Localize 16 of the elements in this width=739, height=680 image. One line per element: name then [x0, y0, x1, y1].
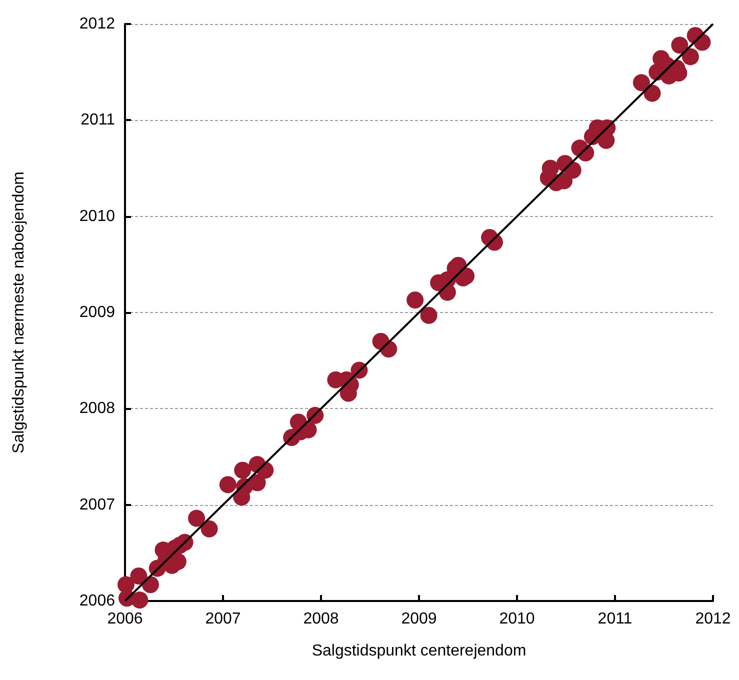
x-axis-title: Salgstidspunkt centerejendom [312, 642, 526, 660]
x-tick-label: 2012 [695, 610, 731, 628]
y-axis-title: Salgstidspunkt nærmeste naboejendom [10, 172, 28, 454]
x-tick-label: 2009 [401, 610, 437, 628]
x-tick-label: 2007 [205, 610, 241, 628]
y-tick-label: 2009 [79, 304, 116, 321]
y-tick-label: 2008 [79, 400, 116, 418]
y-tick-label: 2006 [79, 592, 116, 610]
y-tick-label: 2012 [79, 16, 116, 32]
y-tick-label: 2011 [80, 112, 116, 129]
x-tick-label: 2010 [499, 610, 535, 628]
y-tick-label: 2010 [79, 208, 116, 225]
y-tick-label: 2007 [79, 496, 116, 514]
x-tick-label: 2008 [303, 610, 339, 628]
x-tick-label: 2006 [107, 610, 143, 628]
x-tick-label: 2011 [598, 610, 632, 628]
